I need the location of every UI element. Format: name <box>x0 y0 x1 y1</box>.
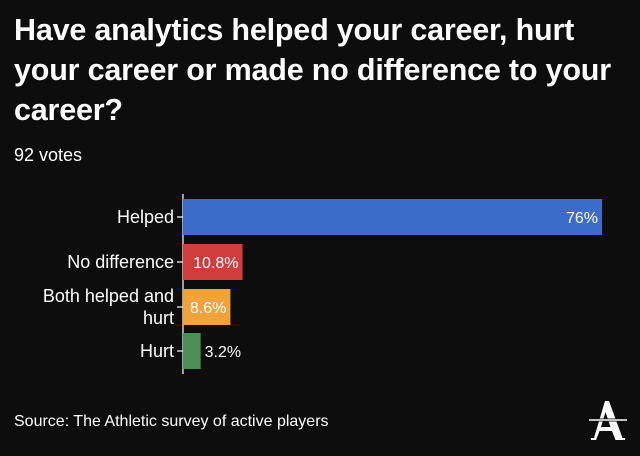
value-label-2: 8.6% <box>190 300 226 317</box>
value-label-0: 76% <box>566 210 598 227</box>
category-label-1: No difference <box>67 252 174 272</box>
the-athletic-logo-icon <box>589 401 627 440</box>
bar-0 <box>183 199 602 235</box>
bar-1 <box>183 244 243 280</box>
value-label-3: 3.2% <box>205 344 241 361</box>
bar-chart: Helped 76% No difference 10.8% Both helped a… <box>43 194 602 374</box>
bar-3 <box>183 333 201 369</box>
category-label-2: Both helped and hurt <box>43 286 174 328</box>
chart-title: Have analytics helped your career, hurt … <box>14 13 611 127</box>
source-note: Source: The Athletic survey of active pl… <box>14 413 329 430</box>
vote-count: 92 votes <box>14 145 83 165</box>
category-label-3: Hurt <box>140 341 174 361</box>
bar-2 <box>183 289 231 325</box>
value-label-1: 10.8% <box>193 255 238 272</box>
category-label-0: Helped <box>117 207 174 227</box>
